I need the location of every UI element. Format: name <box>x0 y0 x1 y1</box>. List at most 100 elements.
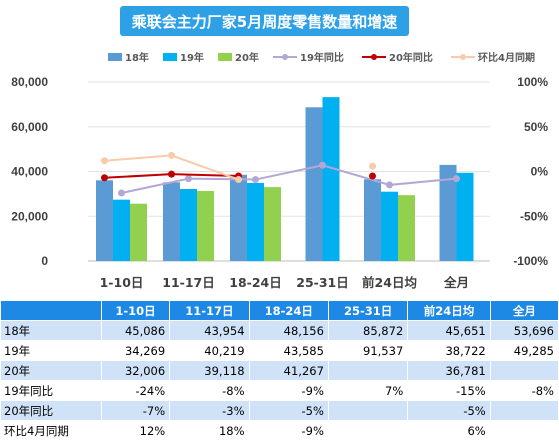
line-mom-marker <box>369 162 376 170</box>
table-row-label: 19年同比 <box>0 380 102 401</box>
table-cell: 36,781 <box>407 360 491 381</box>
line-19-yoy-marker <box>185 175 192 183</box>
legend-swatch <box>218 53 232 61</box>
line-mom-marker <box>235 176 242 184</box>
chart-area: 0 20,000 40,000 60,000 80,000 -100% -50% 0% 50% 1… <box>11 51 549 290</box>
legend-swatch <box>163 53 177 61</box>
table-cell <box>327 400 409 421</box>
legend-marker <box>371 54 377 60</box>
table-cell: -8% <box>169 380 250 401</box>
bar-19 <box>456 172 474 261</box>
left-tick-label: 80,000 <box>11 75 48 89</box>
bar-18 <box>163 182 180 261</box>
table-cell: -9% <box>248 420 329 441</box>
table-row: 18年 45,086 43,954 48,156 85,872 45,651 53,696 <box>0 320 559 341</box>
bar-20 <box>130 203 147 261</box>
bar-20 <box>197 190 214 261</box>
table-cell: 45,651 <box>407 320 491 341</box>
bar-19 <box>247 182 264 261</box>
table-cell: -5% <box>407 400 491 421</box>
table-cell <box>327 360 409 381</box>
chart-title: 乘联会主力厂家5月周度零售数量和增速 <box>120 6 409 36</box>
right-tick-label: 100% <box>517 75 548 89</box>
line-mom-marker <box>168 151 175 159</box>
table-row-label: 18年 <box>0 320 102 341</box>
table-cell: 43,954 <box>169 320 250 341</box>
table-cell: 6% <box>407 420 491 441</box>
right-tick-label: 50% <box>524 120 548 134</box>
line-19-yoy-marker <box>386 181 393 189</box>
table-row-label: 19年 <box>0 340 102 361</box>
table-cell: 32,006 <box>100 360 171 381</box>
left-tick-label: 60,000 <box>11 120 48 134</box>
line-19-yoy-marker <box>252 176 259 184</box>
left-tick-label: 20,000 <box>11 209 48 223</box>
table-cell: 34,269 <box>100 340 171 361</box>
table-cell <box>489 420 559 441</box>
left-tick-label: 40,000 <box>11 165 48 179</box>
line-19-yoy <box>121 164 457 194</box>
category-label: 25-31日 <box>296 275 348 290</box>
table-cell: 91,537 <box>327 340 409 361</box>
bar-19 <box>381 191 398 261</box>
table-cell: 53,696 <box>489 320 559 341</box>
table-cell: 41,267 <box>248 360 329 381</box>
table-cell: 18% <box>169 420 250 441</box>
table-cell: -3% <box>169 400 250 421</box>
legend-label: 20年同比 <box>389 51 433 64</box>
table-cell: -8% <box>489 380 559 401</box>
bar-18 <box>439 164 457 261</box>
table-header-cell: 全月 <box>489 300 559 321</box>
table-cell: -7% <box>100 400 171 421</box>
line-20-yoy-marker <box>369 172 376 180</box>
legend-marker <box>282 54 288 60</box>
table-cell <box>489 360 559 381</box>
bar-18 <box>96 180 113 261</box>
table-header-cell: 前24日均 <box>407 300 491 321</box>
table-row: 20年同比 -7% -3% -5% -5% <box>0 400 559 421</box>
right-tick-label: 0% <box>531 165 549 179</box>
table-cell <box>489 400 559 421</box>
legend-label: 19年 <box>180 51 204 64</box>
table-header-cell: 11-17日 <box>169 300 250 321</box>
bar-18 <box>230 174 247 261</box>
table-row-label: 20年同比 <box>0 400 102 421</box>
line-mom-marker <box>101 157 108 165</box>
legend-label: 环比4月同期 <box>478 51 535 64</box>
table-header-cell: 25-31日 <box>327 300 409 321</box>
legend-label: 18年 <box>125 51 149 64</box>
table-cell: -24% <box>100 380 171 401</box>
table-cell: 38,722 <box>407 340 491 361</box>
data-table: 1-10日 11-17日 18-24日 25-31日 前24日均 全月 18年 4… <box>0 300 559 441</box>
bar-19 <box>113 199 130 261</box>
table-cell: 49,285 <box>489 340 559 361</box>
table-cell: 40,219 <box>169 340 250 361</box>
table-row: 20年 32,006 39,118 41,267 36,781 <box>0 360 559 381</box>
bar-19 <box>322 97 340 261</box>
legend-label: 20年 <box>235 51 259 64</box>
bar-18 <box>364 179 381 261</box>
table-header-row: 1-10日 11-17日 18-24日 25-31日 前24日均 全月 <box>0 300 559 321</box>
line-19-yoy-marker <box>319 161 326 169</box>
category-label: 18-24日 <box>229 275 281 290</box>
legend-swatch <box>108 53 122 61</box>
table-row: 19年同比 -24% -8% -9% 7% -15% -8% <box>0 380 559 401</box>
table-cell: 48,156 <box>248 320 329 341</box>
legend-marker <box>460 54 466 60</box>
table-cell: -5% <box>248 400 329 421</box>
left-tick-label: 0 <box>41 254 48 268</box>
table-cell: 43,585 <box>248 340 329 361</box>
table-row-label: 环比4月同期 <box>0 420 102 441</box>
legend-label: 19年同比 <box>300 51 344 64</box>
bar-19 <box>180 189 197 261</box>
table-cell: 7% <box>327 380 409 401</box>
category-label: 全月 <box>443 275 469 290</box>
table-cell: -9% <box>248 380 329 401</box>
table-cell: 39,118 <box>169 360 250 381</box>
bar-20 <box>398 195 415 261</box>
table-row-label: 20年 <box>0 360 102 381</box>
table-cell: 12% <box>100 420 171 441</box>
line-19-yoy-marker <box>453 175 460 183</box>
line-19-yoy-marker <box>118 189 125 197</box>
table-cell: 45,086 <box>100 320 171 341</box>
